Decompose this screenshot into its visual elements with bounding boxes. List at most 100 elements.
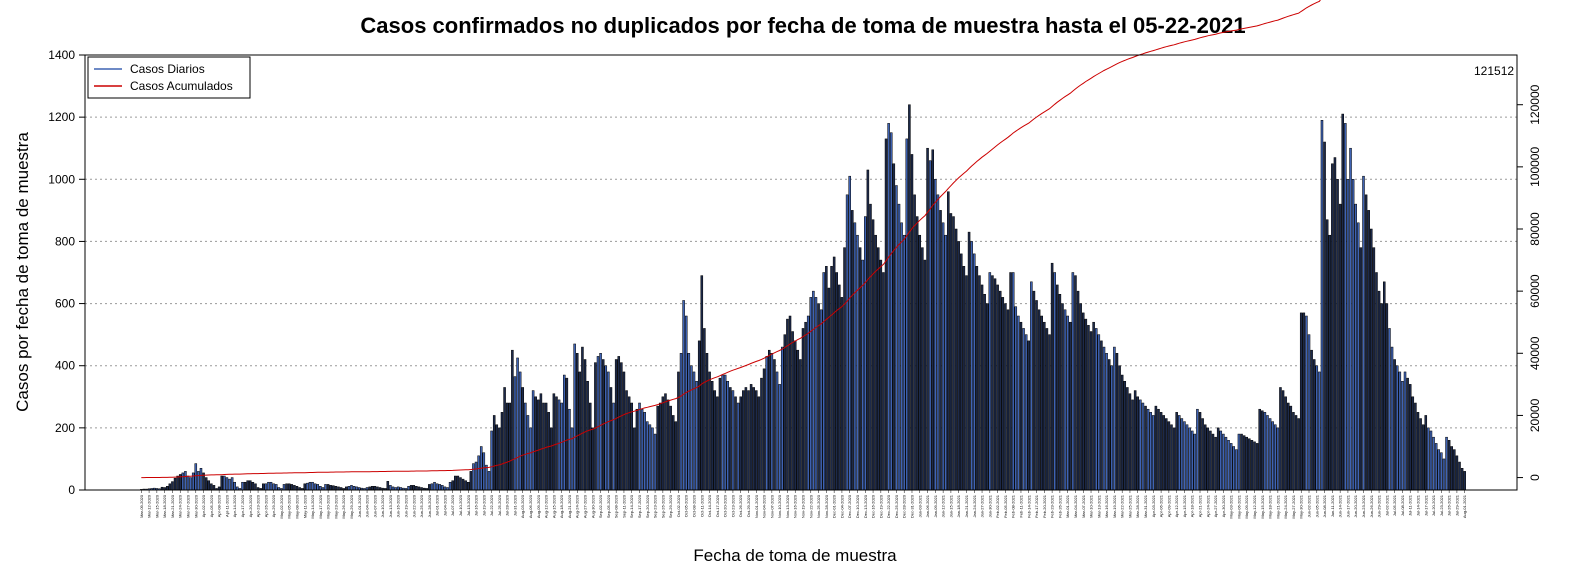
bar <box>778 384 781 491</box>
legend-box <box>87 56 251 99</box>
bar <box>495 424 499 491</box>
bar <box>1216 427 1220 491</box>
bar <box>620 362 623 491</box>
x-tick-label: Feb-08-2021 <box>1011 494 1016 518</box>
bar <box>287 483 291 491</box>
bar <box>165 486 169 491</box>
x-tick-label: Sep-23-2020 <box>653 494 658 518</box>
bar <box>293 485 296 491</box>
bar <box>926 147 929 491</box>
bar <box>887 123 890 491</box>
bar <box>729 387 732 491</box>
bar <box>469 471 473 491</box>
x-tick-label: Mar-25-2021 <box>1127 494 1132 518</box>
x-tick-label: Jan-27-2021 <box>980 494 985 517</box>
bar <box>1004 303 1007 491</box>
bar <box>334 486 338 491</box>
bar <box>1281 390 1285 491</box>
bar <box>884 138 888 491</box>
bar <box>1089 331 1093 491</box>
bar <box>594 362 597 491</box>
x-tick-label: Dec-10-2020 <box>855 494 860 518</box>
bar <box>1162 415 1165 491</box>
bar <box>848 175 851 491</box>
x-tick-label: Jun-29-2021 <box>1377 494 1382 517</box>
bar <box>705 353 709 491</box>
x-tick-label: Jan-12-2021 <box>941 494 946 517</box>
bar <box>731 390 735 491</box>
x-tick-label: Feb-11-2021 <box>1018 494 1023 517</box>
bar <box>267 481 270 491</box>
bar <box>1338 203 1342 491</box>
bar <box>347 486 351 491</box>
bar <box>1367 210 1370 491</box>
bar <box>1310 349 1313 491</box>
bar <box>1139 399 1142 491</box>
x-tick-label: Apr-05-2020 <box>209 494 214 517</box>
x-tick-label: Aug-24-2020 <box>575 494 580 518</box>
bar <box>389 485 392 491</box>
bar <box>900 222 903 491</box>
bar <box>433 481 436 491</box>
bar <box>1050 262 1054 491</box>
bar <box>1302 312 1306 491</box>
bar <box>466 481 470 491</box>
x-tick-label: Jun-28-2020 <box>427 494 432 517</box>
bar <box>308 481 312 491</box>
bar <box>1167 421 1171 491</box>
x-tick-label: Jan-18-2021 <box>956 494 961 517</box>
bar <box>1154 405 1158 491</box>
bar <box>407 486 410 491</box>
bar <box>980 284 984 491</box>
bar <box>544 402 548 491</box>
x-tick-label: Oct-26-2020 <box>738 494 743 517</box>
bar <box>768 349 771 491</box>
bar <box>1043 321 1046 491</box>
bar <box>1421 424 1425 491</box>
bar <box>749 384 753 491</box>
bar <box>1398 371 1402 491</box>
x-tick-label: Mar-09-2020 <box>139 494 144 518</box>
bar <box>575 353 579 491</box>
bar <box>534 396 537 491</box>
x-tick-label: Apr-11-2020 <box>224 494 229 517</box>
bar <box>1380 303 1383 491</box>
x-tick-label: Feb-26-2021 <box>1057 494 1062 518</box>
bar <box>581 346 584 491</box>
bar <box>1401 381 1404 491</box>
bar <box>513 376 517 491</box>
y-tick-label: 1400 <box>48 48 75 62</box>
bar <box>578 371 582 491</box>
bar <box>1370 228 1373 491</box>
bar <box>1165 418 1168 491</box>
bar <box>742 390 745 491</box>
bar <box>674 421 678 491</box>
bar <box>648 424 652 491</box>
bar <box>1011 272 1015 491</box>
x-tick-label: May-05-2020 <box>287 494 292 518</box>
x-tick-label: Apr-15-2021 <box>1182 494 1187 517</box>
bar <box>755 390 758 491</box>
bar <box>1325 219 1329 491</box>
bars-daily <box>140 104 1466 491</box>
bar <box>934 179 937 491</box>
bar <box>915 216 919 491</box>
bar <box>770 353 774 491</box>
bar <box>843 247 846 491</box>
x-tick-label: Mar-12-2020 <box>147 494 152 518</box>
bar <box>869 203 872 491</box>
bar <box>1437 449 1441 491</box>
bar <box>1279 387 1282 491</box>
x-tick-label: May-24-2021 <box>1283 494 1288 518</box>
bar <box>825 266 828 491</box>
x-tick-label: Aug-27-2020 <box>583 494 588 518</box>
x-tick-label: Dec-28-2020 <box>902 494 907 518</box>
bar <box>669 405 672 491</box>
bar <box>1211 433 1215 491</box>
x-tick-label: Nov-25-2020 <box>816 494 821 518</box>
bar <box>1250 440 1254 491</box>
bar <box>1289 405 1293 491</box>
bar <box>249 480 252 491</box>
bar <box>607 371 610 491</box>
x-tick-label: May-02-2020 <box>279 494 284 518</box>
